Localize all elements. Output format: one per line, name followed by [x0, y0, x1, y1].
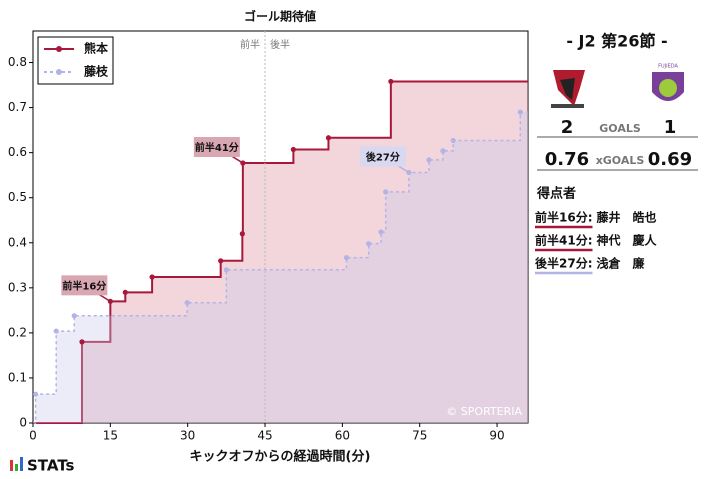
- annotation: 前半41分: [195, 141, 239, 154]
- point: [325, 135, 332, 141]
- x-tick-label: 30: [180, 429, 195, 443]
- y-tick-label: 0: [19, 416, 27, 430]
- legend-label: 藤枝: [83, 64, 109, 79]
- point: [378, 229, 384, 235]
- y-tick-label: 0.4: [8, 235, 27, 249]
- y-tick-label: 0.3: [8, 280, 27, 294]
- away-goals: 1: [664, 117, 677, 138]
- brand-icon: [15, 464, 18, 471]
- point: [343, 255, 350, 261]
- point: [184, 300, 190, 306]
- x-tick-label: 45: [257, 429, 272, 443]
- x-tick-label: 75: [412, 429, 427, 443]
- point: [383, 189, 389, 195]
- y-tick-label: 0.7: [8, 100, 27, 114]
- annotation-box: [61, 275, 108, 296]
- legend-box: [37, 36, 114, 85]
- point: [450, 137, 456, 144]
- scorer-name: 藤井 皓也: [596, 210, 657, 225]
- point: [290, 146, 296, 153]
- x-tick-label: 60: [335, 429, 350, 443]
- legend-label: 熊本: [84, 41, 108, 56]
- x-axis-label: キックオフからの経過時間(分): [190, 449, 371, 465]
- home-xg: 0.76: [545, 149, 589, 170]
- y-tick-label: 0.2: [8, 325, 27, 339]
- scorer-name: 浅倉 廉: [597, 256, 645, 271]
- point: [388, 78, 394, 85]
- step-line: [33, 80, 528, 424]
- scorers-title: 得点者: [536, 186, 576, 202]
- brand-icon: [10, 460, 13, 471]
- point: [122, 289, 128, 295]
- legend-marker: [56, 46, 62, 52]
- point: [223, 267, 229, 273]
- scorer-time: 前半41分:: [535, 233, 593, 248]
- point: [517, 109, 523, 115]
- away-logo: FUJIEDA: [652, 64, 684, 101]
- watermark: © SPORTERIA: [446, 405, 522, 418]
- scorer-name: 神代 慶人: [597, 233, 658, 248]
- x-tick-label: 15: [103, 429, 118, 443]
- annotation: 後27分: [366, 150, 400, 163]
- home-goals: 2: [561, 117, 574, 138]
- y-tick-label: 0.5: [8, 190, 27, 204]
- point: [149, 274, 155, 280]
- point: [218, 258, 224, 264]
- y-tick-label: 0.6: [8, 145, 27, 159]
- home-logo: [551, 70, 585, 108]
- legend-marker: [56, 69, 62, 75]
- halftime-label: 前半: [240, 38, 260, 51]
- area: [33, 112, 528, 423]
- scorer-time: 後半27分:: [535, 256, 593, 271]
- goals-label: GOALS: [599, 122, 641, 135]
- annotation: 前半16分: [62, 279, 106, 292]
- halftime-label: 後半: [270, 38, 290, 51]
- point: [32, 391, 39, 397]
- y-tick-label: 0.1: [8, 370, 27, 384]
- away-xg: 0.69: [648, 149, 692, 170]
- point: [71, 313, 77, 319]
- point: [366, 241, 372, 247]
- xg-label: xGOALS: [596, 154, 645, 167]
- annotation-box: [193, 137, 240, 158]
- scorer-time: 前半16分:: [535, 210, 593, 225]
- area: [33, 81, 528, 424]
- point: [239, 231, 245, 237]
- x-tick-label: 0: [29, 429, 37, 443]
- point: [53, 328, 59, 334]
- brand-icon: [20, 457, 23, 471]
- point: [440, 148, 446, 154]
- y-tick-label: 0.8: [8, 55, 27, 69]
- x-tick-label: 90: [489, 429, 504, 443]
- point: [426, 157, 432, 163]
- annotation-box: [359, 146, 406, 167]
- brand: STATs: [27, 457, 75, 475]
- plot-frame: [32, 30, 529, 424]
- round-title: - J2 第26節 -: [566, 32, 667, 51]
- point: [79, 339, 85, 345]
- svg-text:FUJIEDA: FUJIEDA: [658, 64, 678, 70]
- chart-title: ゴール期待値: [244, 9, 316, 24]
